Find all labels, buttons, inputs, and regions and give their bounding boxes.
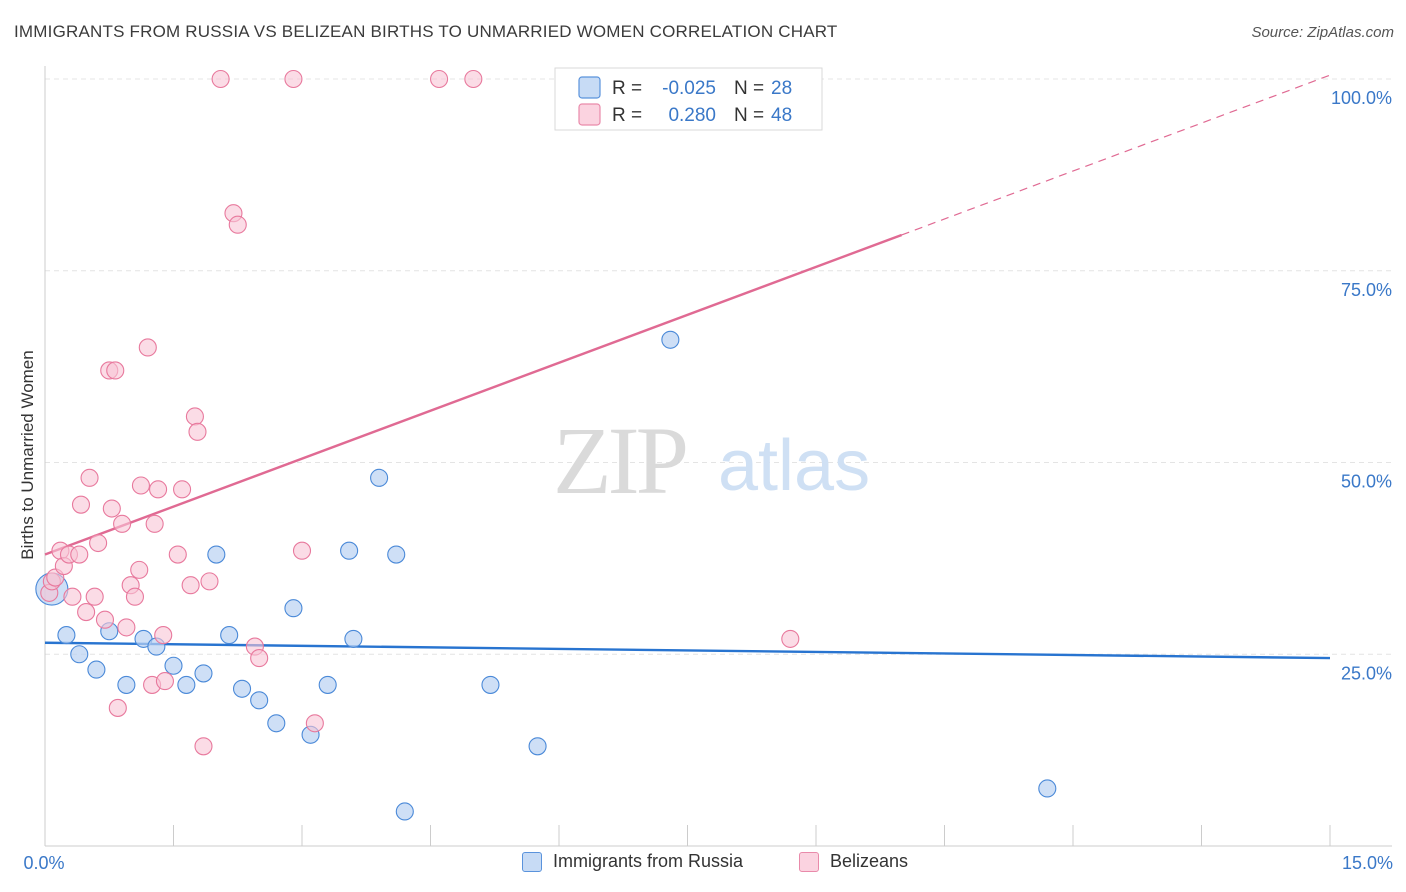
point-belizean xyxy=(154,626,173,645)
stats-swatch-pink xyxy=(578,103,601,126)
point-russia xyxy=(395,802,414,821)
point-belizean xyxy=(125,587,144,606)
point-russia xyxy=(117,675,136,694)
point-belizean xyxy=(149,480,168,499)
axes xyxy=(44,66,1392,847)
point-russia xyxy=(387,545,406,564)
point-belizean xyxy=(89,533,108,553)
stats-n-value: 48 xyxy=(771,105,792,126)
point-russia xyxy=(232,679,252,698)
point-russia xyxy=(164,656,183,675)
point-belizean xyxy=(113,514,132,533)
trend-lines xyxy=(44,74,1331,660)
point-russia xyxy=(344,629,363,648)
point-russia xyxy=(370,468,389,487)
x-tick-label-max: 15.0% xyxy=(1342,853,1393,873)
watermark-atlas: atlas xyxy=(718,426,870,506)
gridlines xyxy=(45,78,1392,655)
legend-label-belizeans: Belizeans xyxy=(830,851,909,871)
point-belizean xyxy=(130,560,149,579)
point-belizean xyxy=(95,610,115,629)
point-russia xyxy=(177,675,196,694)
point-belizean xyxy=(284,69,303,89)
point-belizean xyxy=(194,737,213,756)
point-belizean xyxy=(77,603,96,622)
point-belizean xyxy=(185,407,204,426)
point-belizean xyxy=(145,514,164,533)
point-russia xyxy=(57,626,76,645)
point-russia xyxy=(340,541,359,560)
point-belizean xyxy=(138,338,157,357)
point-russia xyxy=(481,675,500,694)
trend-line-belizean xyxy=(44,233,903,556)
point-belizean xyxy=(85,587,104,606)
point-belizean xyxy=(168,545,187,564)
y-tick-label: 100.0% xyxy=(1331,88,1392,108)
stats-legend: R = -0.025 N = 28 R = 0.280 N = 48 xyxy=(554,67,823,131)
stats-n-value: 28 xyxy=(771,78,792,99)
axis-labels: 25.0% 50.0% 75.0% 100.0% 0.0% 15.0% Births to … xyxy=(18,88,1393,873)
legend-item-russia[interactable]: Immigrants from Russia xyxy=(522,851,743,872)
point-belizean xyxy=(63,587,82,606)
legend-label-russia: Immigrants from Russia xyxy=(553,851,744,871)
point-belizean xyxy=(102,499,121,518)
point-belizean xyxy=(117,618,136,637)
point-russia xyxy=(284,599,303,618)
point-belizean xyxy=(188,422,207,441)
point-russia xyxy=(194,664,213,683)
stats-r-value: -0.025 xyxy=(662,78,716,99)
point-belizean xyxy=(305,714,324,733)
y-axis-title: Births to Unmarried Women xyxy=(18,350,37,559)
point-belizean xyxy=(211,69,230,89)
point-belizean xyxy=(71,495,91,514)
point-russia xyxy=(318,675,337,694)
point-belizean xyxy=(464,69,483,89)
legend-item-belizeans[interactable]: Belizeans xyxy=(799,851,908,872)
point-belizean xyxy=(781,629,800,648)
y-tick-label: 75.0% xyxy=(1341,280,1392,300)
stats-r-label: R = xyxy=(612,105,642,126)
point-belizean xyxy=(250,649,269,668)
trend-line-russia xyxy=(44,641,1331,660)
watermark: ZIP atlas xyxy=(553,407,870,514)
point-belizean xyxy=(181,576,200,595)
stats-n-label: N = xyxy=(734,105,764,126)
point-belizean xyxy=(131,476,150,495)
stats-n-label: N = xyxy=(734,78,764,99)
x-tick-label-min: 0.0% xyxy=(23,853,64,873)
point-belizean xyxy=(173,480,192,499)
trend-line-belizean-projection xyxy=(901,74,1331,236)
bottom-legend: Immigrants from Russia Belizeans xyxy=(0,851,1406,879)
point-russia xyxy=(528,737,547,756)
point-belizean xyxy=(292,541,312,560)
point-russia xyxy=(87,660,106,679)
legend-swatch-blue xyxy=(522,851,542,872)
point-russia xyxy=(661,330,680,349)
source-label: Source: ZipAtlas.com xyxy=(1251,24,1394,41)
chart-title: IMMIGRANTS FROM RUSSIA VS BELIZEAN BIRTH… xyxy=(14,22,838,41)
y-tick-label: 25.0% xyxy=(1341,663,1392,683)
point-belizean xyxy=(106,361,125,380)
point-russia xyxy=(70,645,89,664)
legend-swatch-pink xyxy=(799,851,819,872)
point-russia xyxy=(267,714,286,733)
watermark-zip: ZIP xyxy=(553,407,686,514)
point-russia xyxy=(220,626,239,645)
stats-r-label: R = xyxy=(612,78,642,99)
stats-swatch-blue xyxy=(578,76,601,99)
y-tick-label: 50.0% xyxy=(1341,472,1392,492)
point-belizean xyxy=(108,698,127,717)
point-russia xyxy=(250,691,269,710)
point-belizean xyxy=(70,545,89,564)
point-belizean xyxy=(155,672,174,691)
stats-r-value: 0.280 xyxy=(668,105,716,126)
point-russia xyxy=(1038,779,1057,798)
point-belizean xyxy=(430,69,449,89)
point-belizean xyxy=(228,215,247,234)
point-russia xyxy=(207,545,226,564)
data-points xyxy=(35,69,1057,821)
point-belizean xyxy=(200,572,219,591)
point-belizean xyxy=(80,468,99,487)
